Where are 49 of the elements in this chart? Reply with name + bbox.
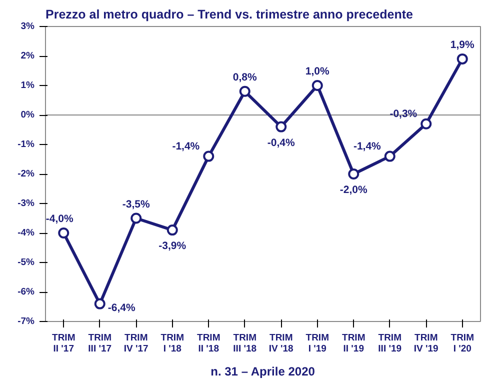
- x-tick-label: TRIM II '17: [52, 332, 76, 354]
- text: -0,4%: [267, 136, 295, 149]
- point: [276, 121, 287, 132]
- point: [384, 150, 396, 162]
- x-tick-label: TRIM II '19: [342, 332, 366, 354]
- y-tick-label: -4%: [18, 228, 36, 238]
- x-tick-label: TRIM III '19: [378, 332, 402, 354]
- x-tick-label: TRIM IV '17: [124, 332, 148, 354]
- text: 1,9%: [450, 38, 474, 51]
- point: [348, 168, 360, 180]
- y-tick-label: -3%: [18, 198, 36, 209]
- point: [456, 53, 468, 64]
- point: [203, 150, 214, 162]
- y-tick-label: 1%: [20, 80, 36, 91]
- x-tick-label: TRIM II '18: [197, 332, 220, 354]
- y-tick-label: 0%: [20, 110, 36, 120]
- x-tick-label: TRIM I '20: [450, 332, 474, 354]
- y-tick-label: -7%: [18, 316, 36, 327]
- point: [420, 118, 432, 130]
- point: [239, 86, 250, 97]
- y-tick-label: -6%: [18, 286, 36, 298]
- x-tick-label: TRIM I '19: [306, 332, 330, 354]
- text: -1,4%: [353, 140, 381, 152]
- x-tick-label: TRIM III '18: [233, 332, 257, 354]
- x-tick-label: TRIM III '17: [88, 332, 112, 354]
- y-tick-label: -2%: [18, 168, 36, 180]
- x-tick-label: TRIM IV '18: [268, 332, 294, 354]
- text: n. 31 – Aprile 2020: [210, 364, 316, 378]
- point: [166, 224, 178, 236]
- text: -3,9%: [158, 240, 186, 252]
- y-tick-label: 3%: [20, 21, 36, 32]
- chart-title: Prezzo al metro quadro – Trend vs. trimestre anno precedente: [46, 8, 414, 22]
- text: -0,3%: [390, 108, 418, 120]
- point: [312, 80, 323, 91]
- text: -4,0%: [46, 213, 74, 225]
- text: -2,0%: [340, 184, 368, 196]
- y-tick-label: 2%: [20, 50, 36, 62]
- y-tick-label: -1%: [18, 139, 36, 150]
- text: 0,8%: [232, 71, 257, 84]
- text: -1,4%: [172, 140, 200, 152]
- text: 1,0%: [305, 66, 330, 78]
- text: -6,4%: [108, 302, 136, 314]
- point: [130, 212, 142, 224]
- point: [58, 228, 70, 238]
- y-tick-label: -5%: [18, 257, 36, 268]
- point: [94, 298, 106, 310]
- x-tick-label: TRIM IV '19: [414, 332, 438, 354]
- x-tick-label: TRIM I '18: [160, 332, 184, 354]
- text: -3,5%: [122, 198, 150, 210]
